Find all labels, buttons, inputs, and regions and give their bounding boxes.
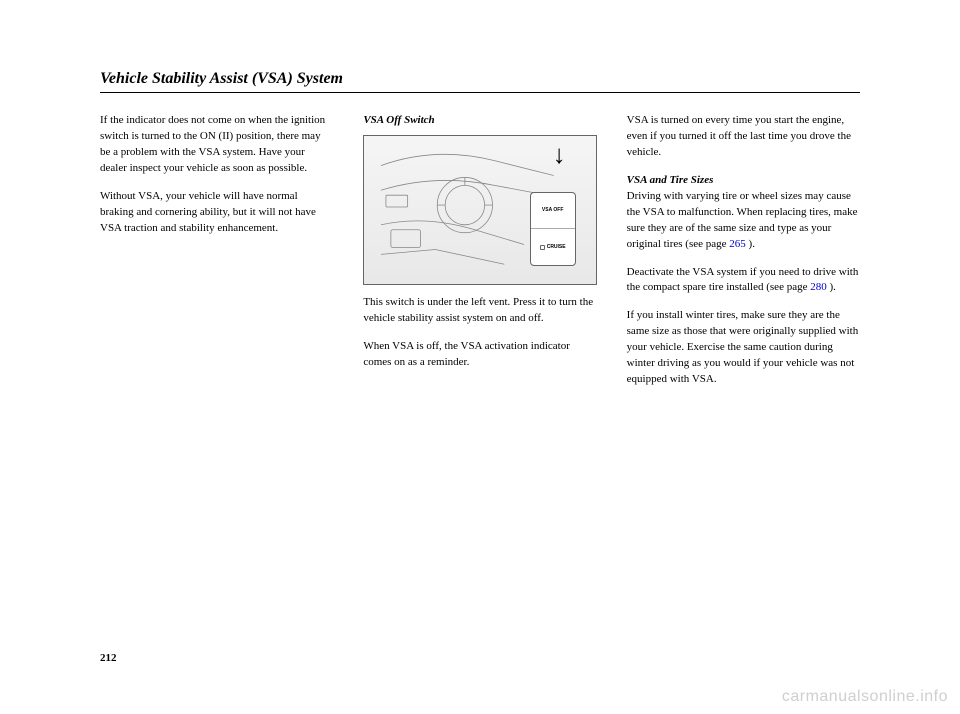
- column-2: VSA Off Switch: [363, 113, 596, 400]
- col3-paragraph-3: Deactivate the VSA system if you need to…: [627, 265, 860, 297]
- page-link-280[interactable]: 280: [810, 281, 827, 293]
- col3-p3-text-b: ).: [827, 281, 836, 293]
- watermark: carmanualsonline.info: [782, 688, 948, 706]
- col1-paragraph-1: If the indicator does not come on when t…: [100, 113, 333, 177]
- col1-paragraph-2: Without VSA, your vehicle will have norm…: [100, 189, 333, 237]
- col3-paragraph-1: VSA is turned on every time you start th…: [627, 113, 860, 161]
- title-rule: [100, 92, 860, 93]
- cruise-indicator-icon: [540, 245, 545, 250]
- page-link-265[interactable]: 265: [729, 238, 746, 250]
- column-3: VSA is turned on every time you start th…: [627, 113, 860, 400]
- pointer-arrow-icon: ↓: [553, 142, 566, 168]
- col3-p2-text-b: ).: [746, 238, 755, 250]
- col3-paragraph-2: VSA and Tire Sizes Driving with varying …: [627, 173, 860, 253]
- col2-paragraph-1: This switch is under the left vent. Pres…: [363, 295, 596, 327]
- vsa-tire-sizes-heading: VSA and Tire Sizes: [627, 174, 714, 186]
- vsa-off-switch-heading: VSA Off Switch: [363, 113, 596, 129]
- page-title: Vehicle Stability Assist (VSA) System: [100, 70, 860, 88]
- col2-paragraph-2: When VSA is off, the VSA activation indi…: [363, 339, 596, 371]
- switch-vsa-off-label: VSA OFF: [531, 193, 575, 230]
- switch-cruise-label: CRUISE: [531, 229, 575, 265]
- cruise-text: CRUISE: [547, 244, 566, 251]
- column-1: If the indicator does not come on when t…: [100, 113, 333, 400]
- page-number: 212: [100, 652, 117, 664]
- vsa-switch-diagram: ↓ VSA OFF CRUISE: [363, 135, 596, 285]
- switch-illustration: VSA OFF CRUISE: [530, 192, 576, 266]
- col3-paragraph-4: If you install winter tires, make sure t…: [627, 308, 860, 388]
- content-columns: If the indicator does not come on when t…: [100, 113, 860, 400]
